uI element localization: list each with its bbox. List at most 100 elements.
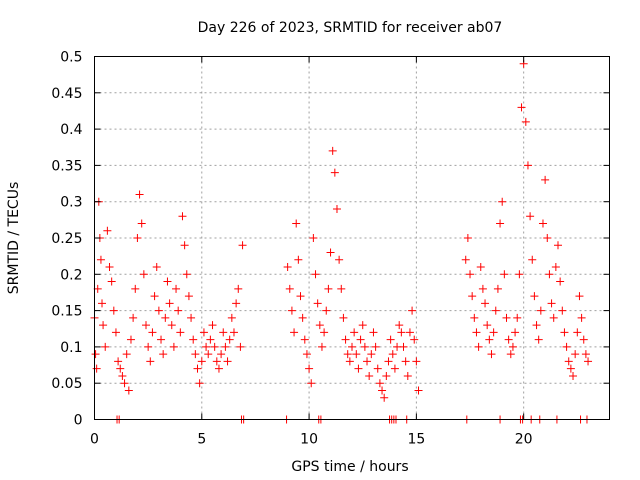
data-point <box>129 313 138 322</box>
data-point <box>309 234 318 242</box>
data-point <box>116 364 125 373</box>
data-point <box>534 335 543 344</box>
data-point <box>167 321 176 330</box>
data-point <box>92 364 101 373</box>
data-point <box>307 379 316 388</box>
data-point <box>199 328 208 337</box>
data-point <box>571 350 580 359</box>
data-point <box>562 342 571 351</box>
data-point <box>515 270 524 279</box>
data-point <box>118 371 127 380</box>
data-point <box>232 299 241 308</box>
data-point <box>365 371 374 380</box>
data-point <box>214 364 223 373</box>
data-point <box>543 234 552 242</box>
data-point <box>187 313 196 322</box>
data-point <box>476 263 485 272</box>
data-point <box>294 255 303 264</box>
data-point <box>227 313 236 322</box>
data-point <box>564 357 573 366</box>
data-point <box>322 306 331 315</box>
data-point <box>111 328 120 337</box>
plot-frame <box>94 56 610 420</box>
x-tick-label: 15 <box>407 432 425 448</box>
data-point <box>99 321 108 330</box>
data-point <box>508 342 517 351</box>
data-point <box>320 328 329 337</box>
data-point <box>579 335 588 344</box>
data-point <box>197 357 206 366</box>
data-point <box>382 371 391 380</box>
data-point <box>328 146 337 155</box>
data-point <box>93 284 102 293</box>
data-point <box>504 335 513 344</box>
data-point <box>135 190 144 199</box>
data-point <box>523 161 532 170</box>
data-point <box>180 241 189 250</box>
data-point <box>107 277 116 286</box>
data-point <box>296 292 305 301</box>
data-point <box>584 357 593 366</box>
data-point <box>122 350 131 359</box>
y-tick-label: 0 <box>74 413 83 429</box>
data-point <box>326 248 335 257</box>
data-point <box>191 350 200 359</box>
data-point <box>150 292 159 301</box>
data-point <box>569 371 578 380</box>
data-point <box>157 335 166 344</box>
data-point <box>144 342 153 351</box>
data-point <box>375 379 384 388</box>
data-point <box>412 357 421 366</box>
data-point <box>114 357 123 366</box>
data-point <box>148 328 157 337</box>
data-point <box>463 234 472 242</box>
data-point <box>410 335 419 344</box>
y-tick-label: 0.45 <box>51 86 82 102</box>
data-point <box>358 321 367 330</box>
data-point <box>178 212 187 221</box>
data-point <box>354 364 363 373</box>
data-point <box>556 277 565 286</box>
data-point <box>137 219 146 228</box>
data-point <box>388 350 397 359</box>
data-point <box>498 197 507 206</box>
y-tick-label: 0.25 <box>51 231 82 247</box>
data-point <box>403 371 412 380</box>
data-point <box>502 313 511 322</box>
data-point <box>105 263 114 272</box>
data-point <box>142 321 150 330</box>
data-point <box>472 328 481 337</box>
data-point <box>206 335 215 344</box>
data-point <box>330 168 339 177</box>
data-point <box>483 321 492 330</box>
data-point <box>399 342 408 351</box>
data-point <box>210 342 219 351</box>
data-point <box>315 321 324 330</box>
data-point <box>234 284 243 293</box>
data-point <box>371 342 380 351</box>
data-point <box>474 342 483 351</box>
data-point <box>317 342 326 351</box>
data-point <box>481 299 490 308</box>
data-point <box>195 379 204 388</box>
data-point <box>506 350 515 359</box>
data-point <box>131 284 140 293</box>
data-point <box>489 328 498 337</box>
data-point <box>414 386 423 395</box>
data-point <box>208 321 217 330</box>
data-point <box>292 219 301 228</box>
data-point <box>174 306 183 315</box>
data-point <box>176 328 185 337</box>
data-point <box>380 393 389 402</box>
data-point <box>101 342 110 351</box>
data-point <box>311 270 320 279</box>
data-point <box>478 284 487 293</box>
data-point <box>395 321 404 330</box>
data-point <box>172 284 181 293</box>
data-point <box>165 299 174 308</box>
x-tick-label: 0 <box>90 432 99 448</box>
data-point <box>300 335 309 344</box>
data-point <box>223 357 232 366</box>
y-tick-label: 0.15 <box>51 304 82 320</box>
data-point <box>98 299 107 308</box>
